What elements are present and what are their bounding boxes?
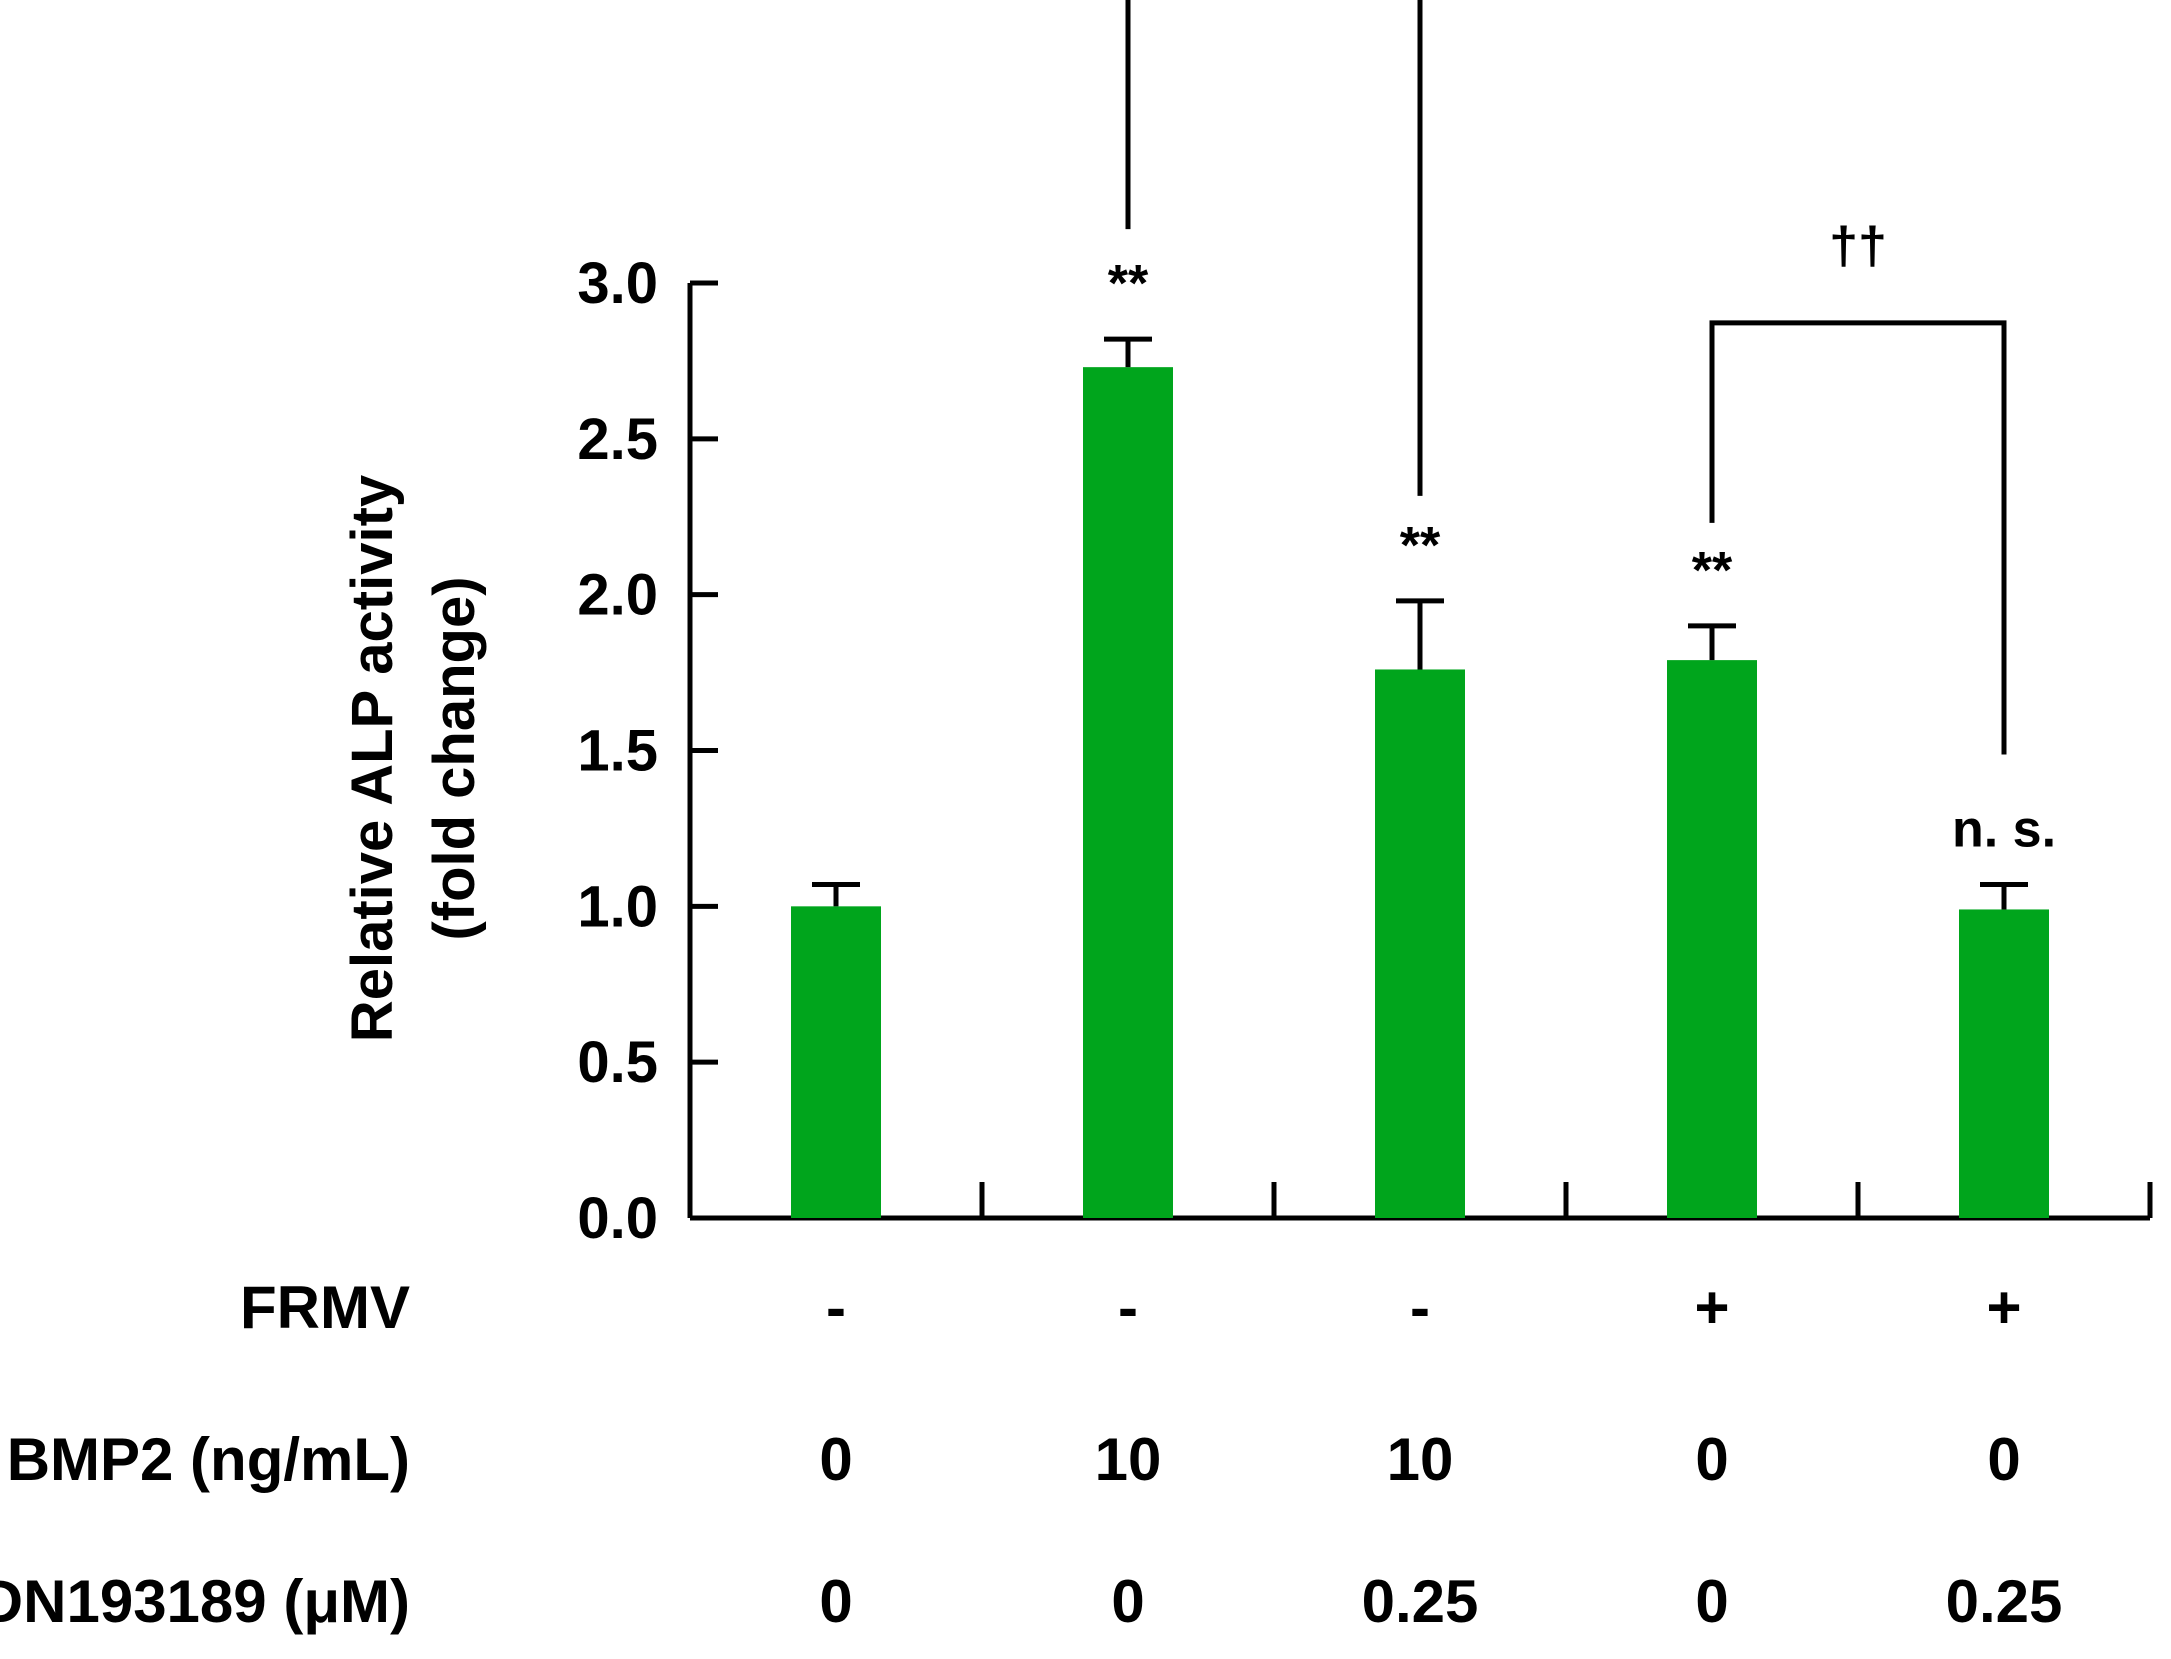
significance-label: ** xyxy=(1692,542,1733,600)
y-axis-title: Relative ALP activity (fold change) xyxy=(340,475,487,1042)
comparison-label: †† xyxy=(1829,217,1887,275)
condition-value: 10 xyxy=(1387,1426,1454,1493)
bar xyxy=(1083,367,1173,1218)
bar xyxy=(791,906,881,1218)
condition-name: FRMV xyxy=(240,1274,410,1341)
condition-value: + xyxy=(1694,1274,1729,1341)
y-tick-label: 2.5 xyxy=(577,407,658,472)
error-bars xyxy=(812,336,2028,910)
condition-value: - xyxy=(826,1274,846,1341)
significance-label: ** xyxy=(1108,255,1149,313)
condition-name: LDN193189 (μM) xyxy=(0,1568,410,1635)
significance-label: ** xyxy=(1400,517,1441,575)
condition-value: - xyxy=(1118,1274,1138,1341)
condition-value: + xyxy=(1986,1274,2021,1341)
comparison-brackets: †††† xyxy=(1125,0,2007,755)
y-tick-label: 2.0 xyxy=(577,563,658,628)
condition-name: BMP2 (ng/mL) xyxy=(7,1426,410,1493)
bars xyxy=(791,367,2049,1218)
y-tick-label: 0.5 xyxy=(577,1030,658,1095)
condition-value: 0.25 xyxy=(1946,1568,2063,1635)
condition-table: FRMV - - - + + BMP2 (ng/mL) 0 10 10 0 0 LDN193189 (μ… xyxy=(0,1274,2062,1635)
y-axis-title-line: Relative ALP activity xyxy=(340,475,405,1042)
bar xyxy=(1667,660,1757,1218)
condition-value: 0 xyxy=(1987,1426,2020,1493)
significance-label: n. s. xyxy=(1952,801,2056,859)
y-tick-label: 0.0 xyxy=(577,1186,658,1251)
condition-value: - xyxy=(1410,1274,1430,1341)
y-axis: 0.0 0.5 1.0 1.5 2.0 2.5 3.0 xyxy=(577,251,718,1251)
significance-labels: ** ** ** n. s. xyxy=(1108,255,2056,858)
bar xyxy=(1375,669,1465,1218)
comparison-bracket xyxy=(1709,320,2007,755)
y-axis-title-line: (fold change) xyxy=(422,576,487,940)
condition-value: 0 xyxy=(819,1426,852,1493)
bar xyxy=(1959,909,2049,1218)
y-tick-label: 1.5 xyxy=(577,719,658,784)
y-tick-label: 1.0 xyxy=(577,874,658,939)
condition-value: 0 xyxy=(1695,1568,1728,1635)
condition-value: 0 xyxy=(819,1568,852,1635)
condition-value: 10 xyxy=(1095,1426,1162,1493)
condition-value: 0 xyxy=(1111,1568,1144,1635)
comparison-bracket xyxy=(1125,0,1423,496)
y-tick-label: 3.0 xyxy=(577,251,658,316)
condition-value: 0.25 xyxy=(1362,1568,1479,1635)
condition-value: 0 xyxy=(1695,1426,1728,1493)
